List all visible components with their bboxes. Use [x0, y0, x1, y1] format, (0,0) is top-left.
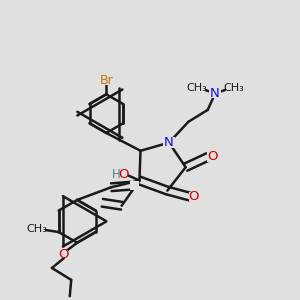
Bar [29, 225, 45, 233]
Bar [112, 169, 128, 180]
Text: CH₃: CH₃ [27, 224, 47, 234]
Bar [130, 181, 139, 190]
Text: CH₃: CH₃ [186, 82, 207, 93]
Bar [226, 83, 242, 92]
Bar [163, 137, 175, 148]
Text: Br: Br [99, 74, 113, 87]
Bar [209, 89, 221, 98]
Text: O: O [189, 190, 199, 203]
Bar [207, 152, 217, 162]
Text: N: N [164, 136, 174, 149]
Bar [188, 83, 205, 92]
Text: O: O [118, 168, 129, 181]
Text: O: O [207, 150, 217, 163]
Bar [189, 192, 199, 201]
Bar [101, 76, 112, 85]
Text: O: O [58, 248, 69, 261]
Bar [60, 250, 68, 258]
Text: N: N [210, 87, 220, 100]
Text: CH₃: CH₃ [224, 82, 244, 93]
Text: H: H [112, 168, 120, 181]
